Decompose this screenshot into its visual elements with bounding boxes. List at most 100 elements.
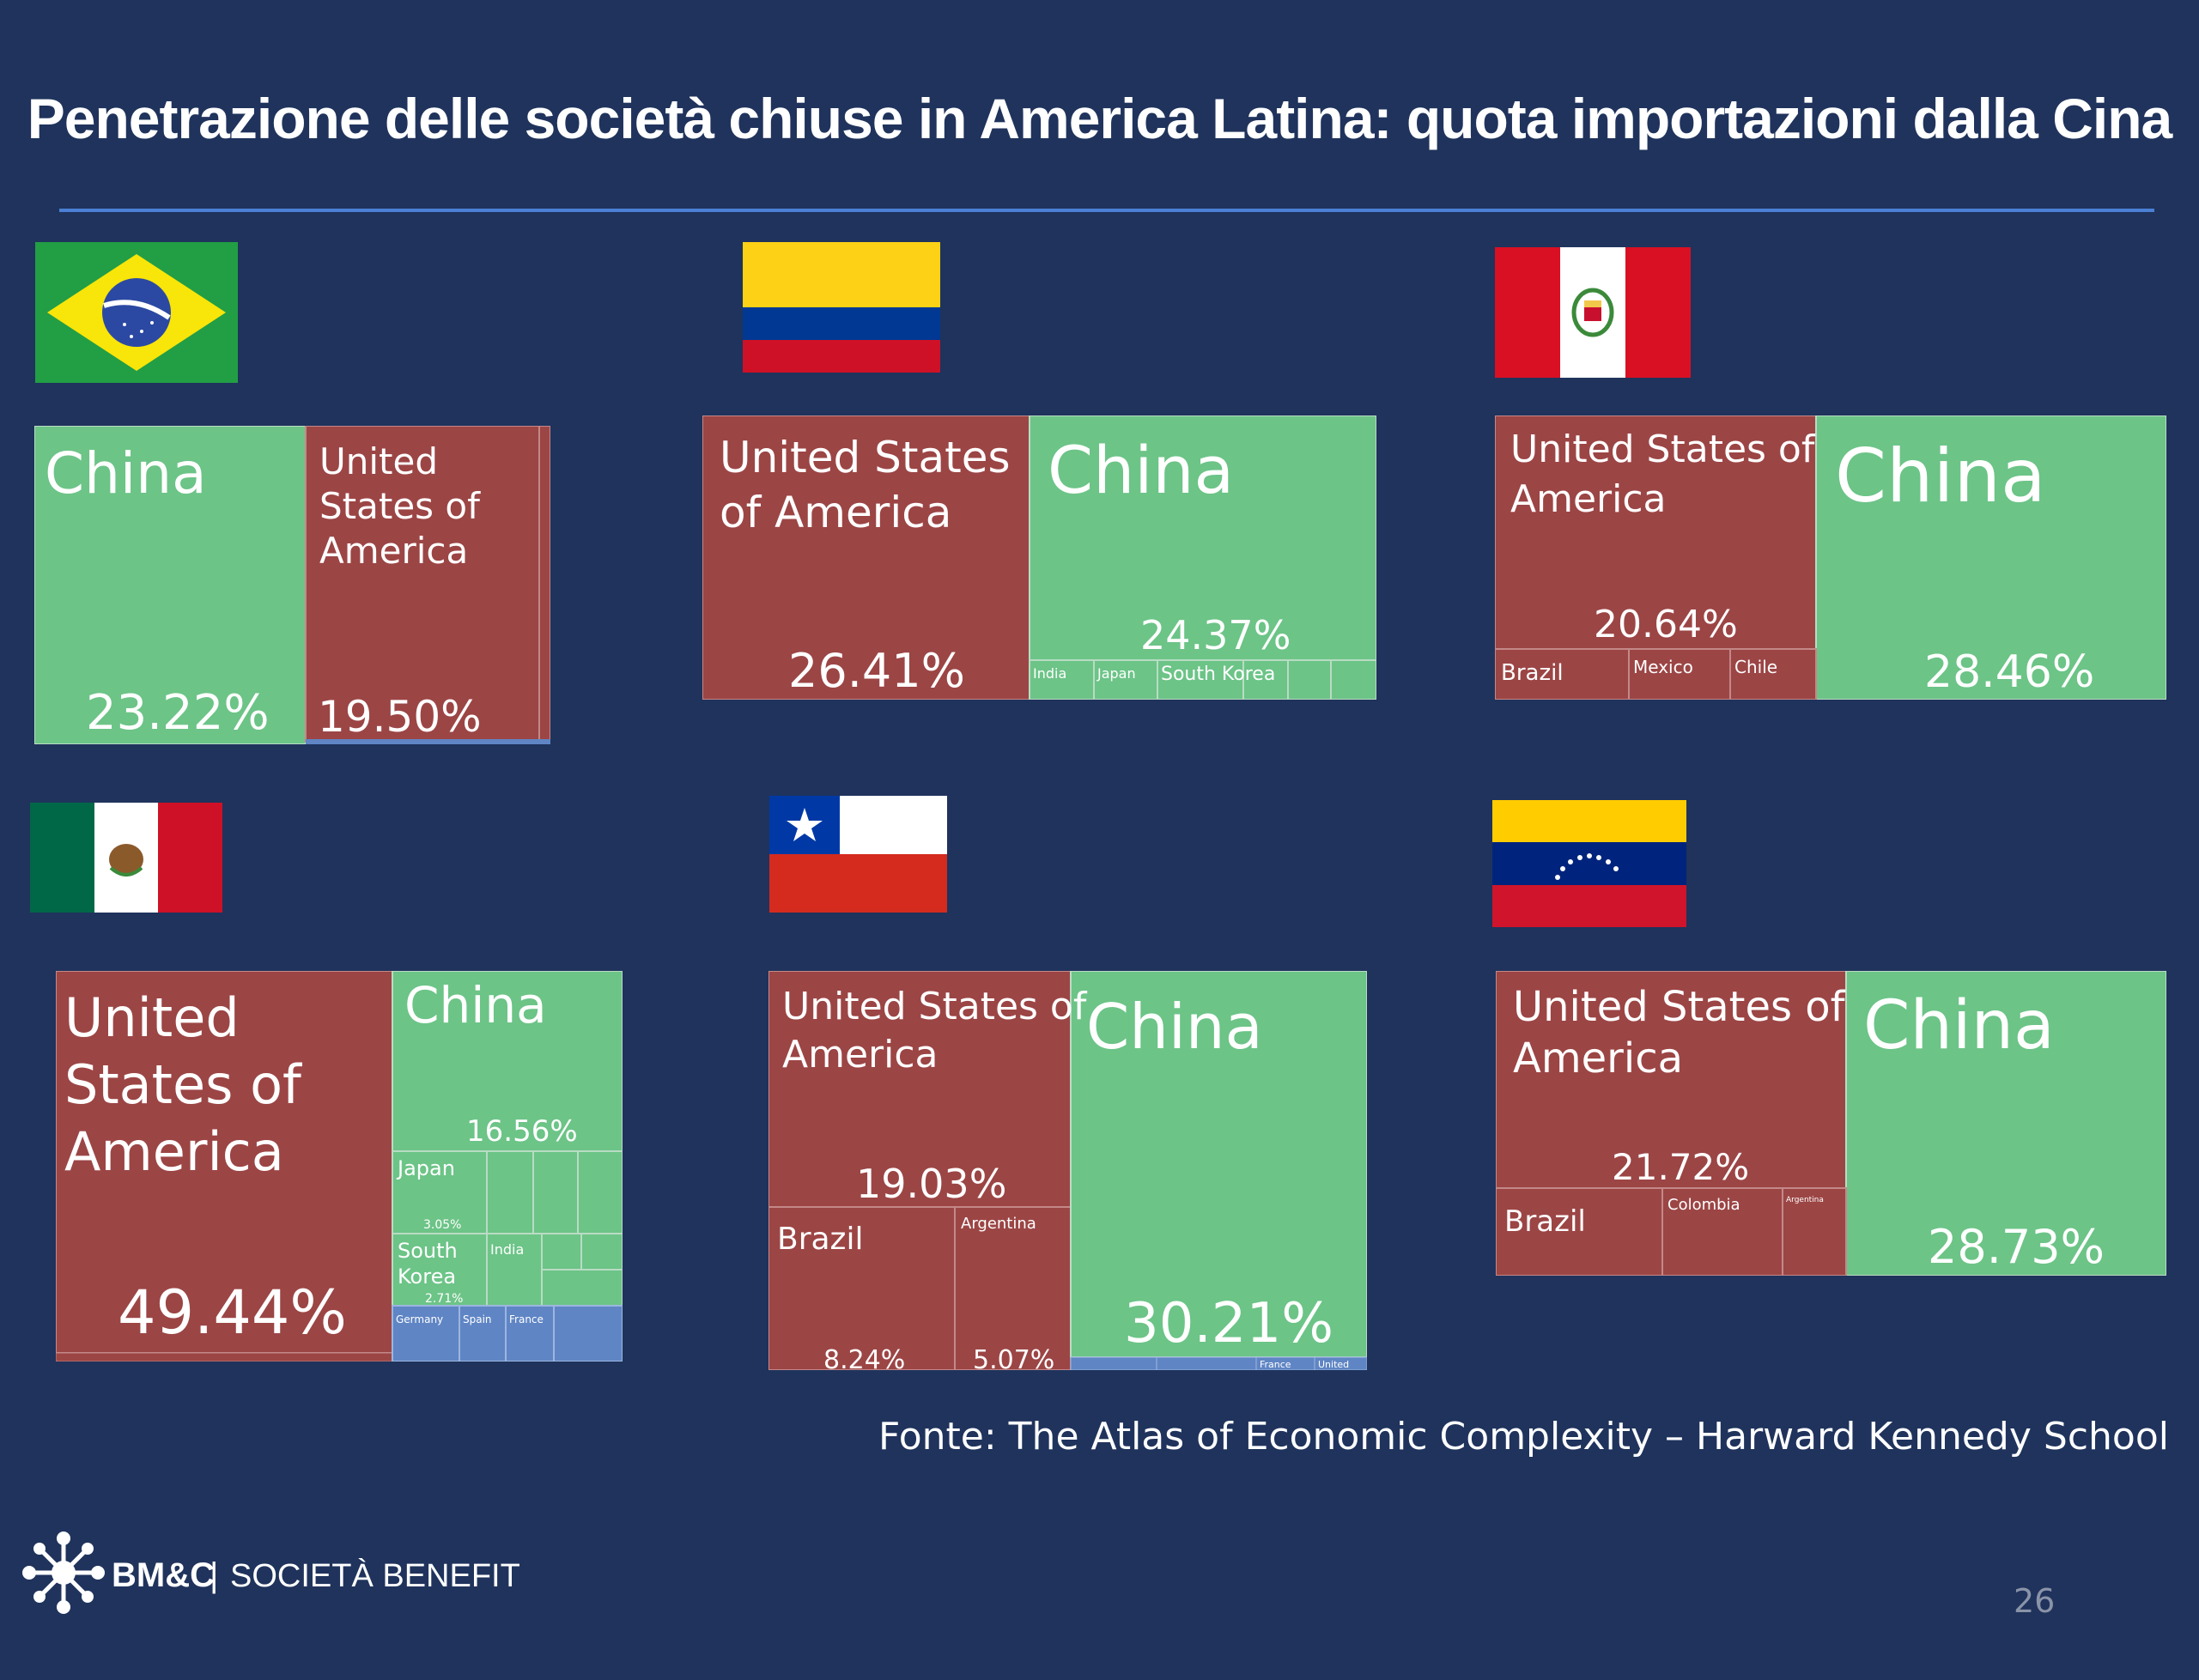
value-united-states: 26.41% xyxy=(788,644,965,698)
cell-united-states xyxy=(702,415,1030,700)
treemap-mexico: United States of America 49.44% China 16.5… xyxy=(56,971,623,1362)
treemap-chile: United States of America 19.03% Brazil 8.… xyxy=(768,971,1367,1370)
label-south-korea: South Korea xyxy=(1161,664,1275,685)
label-united-states: United States of America xyxy=(1513,983,1846,1083)
label-india: India xyxy=(490,1241,524,1258)
cell-small-3 xyxy=(1330,659,1376,700)
cell-germany xyxy=(392,1305,460,1362)
title-divider xyxy=(59,209,2154,212)
label-japan: Japan xyxy=(396,1156,455,1180)
label-united-states: United States of America xyxy=(720,433,1011,537)
value-china: 23.22% xyxy=(86,685,270,741)
label-united-states: United States of America xyxy=(1510,428,1816,521)
label-united-states: United States of America xyxy=(319,440,481,572)
cell-united-states xyxy=(56,971,393,1354)
cell-argentina xyxy=(1782,1187,1847,1276)
cell-europe-other xyxy=(553,1305,623,1362)
cell-chile xyxy=(1729,648,1817,700)
value-united-states: 19.50% xyxy=(318,692,482,742)
label-argentina: Argentina xyxy=(961,1215,1036,1233)
cell-china xyxy=(1845,971,2166,1276)
label-china: China xyxy=(1863,987,2055,1064)
label-brazil: Brazil xyxy=(1501,660,1564,686)
label-united: United xyxy=(1318,1359,1349,1370)
colombia-flag-icon xyxy=(743,242,940,373)
cell-small-2 xyxy=(532,1150,579,1234)
cell-europe-1 xyxy=(1070,1356,1157,1370)
value-united-states: 49.44% xyxy=(118,1277,347,1348)
label-france: France xyxy=(1260,1359,1291,1370)
label-mexico: Mexico xyxy=(1633,657,1693,677)
label-brazil: Brazil xyxy=(777,1222,863,1257)
value-brazil: 8.24% xyxy=(823,1345,905,1370)
cell-small-1 xyxy=(486,1150,534,1234)
brazil-flag-icon xyxy=(35,242,238,383)
cell-brazil xyxy=(768,1206,956,1370)
cell-china xyxy=(1815,415,2166,700)
cell-china xyxy=(1029,415,1376,661)
cell-south-korea xyxy=(1157,659,1244,700)
cell-other-small xyxy=(538,426,550,743)
venezuela-flag-icon xyxy=(1492,800,1686,927)
treemap-chile-svg: United States of America 19.03% Brazil 8.… xyxy=(768,971,1367,1370)
label-colombia: Colombia xyxy=(1667,1196,1740,1214)
cell-japan xyxy=(392,1150,488,1234)
source-note: Fonte: The Atlas of Economic Complexity … xyxy=(878,1415,2169,1459)
treemap-colombia-svg: United States of America 26.41% China 24.… xyxy=(702,415,1376,700)
chile-flag-icon xyxy=(769,796,947,913)
treemap-mexico-svg: United States of America 49.44% China 16.5… xyxy=(56,971,623,1362)
value-south-korea: 2.71% xyxy=(425,1292,463,1306)
label-argentina: Argentina xyxy=(1786,1196,1824,1204)
treemap-venezuela-svg: United States of America 21.72% China 28.… xyxy=(1496,971,2166,1276)
treemap-peru-svg: United States of America 20.64% China 28.… xyxy=(1495,415,2166,700)
cell-spain xyxy=(459,1305,507,1362)
treemap-venezuela: United States of America 21.72% China 28.… xyxy=(1496,971,2166,1276)
molecule-icon xyxy=(22,1531,105,1614)
cell-china xyxy=(1070,971,1367,1358)
peru-flag-icon xyxy=(1495,247,1691,378)
label-south-korea: South Korea xyxy=(398,1239,458,1289)
value-china: 30.21% xyxy=(1124,1292,1333,1356)
value-united-states: 20.64% xyxy=(1594,603,1738,646)
label-united-states: United States of America xyxy=(782,985,1088,1077)
label-china: China xyxy=(45,440,207,506)
cell-united-states xyxy=(305,426,540,743)
label-chile: Chile xyxy=(1734,657,1777,677)
label-germany: Germany xyxy=(396,1313,443,1325)
value-united-states: 21.72% xyxy=(1612,1146,1749,1188)
cell-china xyxy=(392,971,623,1152)
logo-divider: | xyxy=(210,1556,218,1594)
label-japan: Japan xyxy=(1096,665,1136,682)
cell-argentina xyxy=(954,1206,1072,1370)
logo-text: SOCIETÀ BENEFIT xyxy=(230,1557,520,1594)
cell-small-6 xyxy=(541,1269,623,1307)
logo-brand: BM&C xyxy=(112,1556,215,1594)
value-china: 28.46% xyxy=(1924,646,2094,698)
cell-united-states xyxy=(1495,415,1817,650)
cell-brazil xyxy=(1495,648,1630,700)
label-china: China xyxy=(1835,434,2046,519)
treemap-colombia: United States of America 26.41% China 24.… xyxy=(702,415,1376,700)
cell-united-states xyxy=(1496,971,1847,1189)
value-china: 24.37% xyxy=(1140,612,1291,658)
cell-americas-strip xyxy=(56,1352,393,1362)
label-united-states: United States of America xyxy=(64,986,303,1183)
treemap-peru: United States of America 20.64% China 28.… xyxy=(1495,415,2166,700)
value-china: 28.73% xyxy=(1928,1220,2105,1274)
label-india: India xyxy=(1033,665,1066,682)
label-china: China xyxy=(1086,991,1263,1063)
cell-small-4 xyxy=(541,1233,582,1271)
treemap-brazil: China 23.22% 19.50% United States of Ameri… xyxy=(34,426,550,744)
cell-europe-strip xyxy=(306,739,550,744)
cell-united xyxy=(1314,1356,1367,1370)
label-china: China xyxy=(1048,432,1234,508)
cell-small-3 xyxy=(577,1150,623,1234)
cell-europe-2 xyxy=(1156,1356,1257,1370)
cell-mexico xyxy=(1628,648,1731,700)
label-china: China xyxy=(404,976,547,1034)
label-brazil: Brazil xyxy=(1504,1204,1586,1239)
page-title: Penetrazione delle società chiuse in Ame… xyxy=(27,87,2173,150)
value-china: 16.56% xyxy=(466,1114,578,1149)
value-united-states: 19.03% xyxy=(856,1161,1006,1207)
cell-india xyxy=(486,1233,543,1307)
